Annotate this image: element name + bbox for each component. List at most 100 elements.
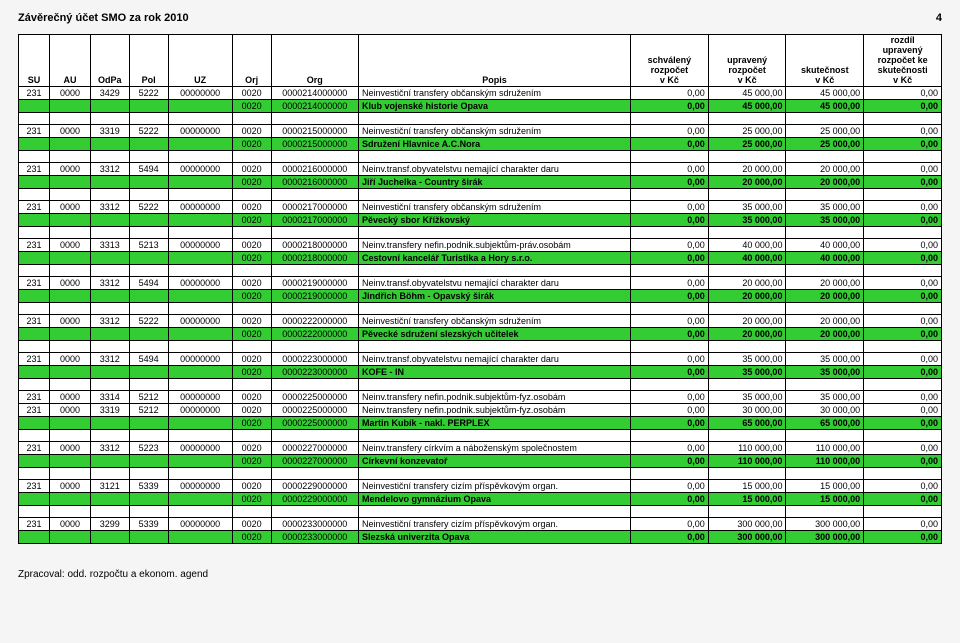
empty-cell [168,468,232,480]
v2: 15 000,00 [708,480,786,493]
spacer-row [19,265,942,277]
su: 231 [19,315,50,328]
v4: 0,00 [864,125,942,138]
empty-cell [631,506,709,518]
empty-cell [864,303,942,315]
empty-cell [50,468,91,480]
data-row: 2310000331952120000000000200000225000000… [19,404,942,417]
v2: 40 000,00 [708,239,786,252]
popis: Martin Kubík - nakl. PERPLEX [358,417,630,430]
uz: 00000000 [168,87,232,100]
odpa: 3319 [90,125,129,138]
org: 0000229000000 [271,480,358,493]
pol: 5222 [129,315,168,328]
empty-cell [631,265,709,277]
odpa [90,531,129,544]
uz [168,417,232,430]
orj: 0020 [232,455,271,468]
v3: 30 000,00 [786,404,864,417]
v1: 0,00 [631,176,709,189]
v1: 0,00 [631,290,709,303]
v3: 65 000,00 [786,417,864,430]
pol: 5223 [129,442,168,455]
v2: 110 000,00 [708,442,786,455]
col-pol: Pol [129,35,168,87]
org: 0000222000000 [271,328,358,341]
empty-cell [631,379,709,391]
popis: Slezská univerzita Opava [358,531,630,544]
odpa: 3314 [90,391,129,404]
empty-cell [168,189,232,201]
au: 0000 [50,353,91,366]
empty-cell [786,430,864,442]
v3: 110 000,00 [786,442,864,455]
v4: 0,00 [864,239,942,252]
v4: 0,00 [864,163,942,176]
au [50,531,91,544]
su: 231 [19,518,50,531]
empty-cell [129,113,168,125]
col-uz: UZ [168,35,232,87]
empty-cell [90,379,129,391]
v3: 40 000,00 [786,252,864,265]
spacer-row [19,468,942,480]
popis: Pěvecký sbor Křížkovský [358,214,630,227]
summary-row: 00200000223000000KOFE - IN0,0035 000,003… [19,366,942,379]
au [50,138,91,151]
odpa: 3312 [90,277,129,290]
su: 231 [19,442,50,455]
empty-cell [631,113,709,125]
v4: 0,00 [864,277,942,290]
empty-cell [90,341,129,353]
v3: 45 000,00 [786,87,864,100]
su: 231 [19,163,50,176]
v2: 35 000,00 [708,366,786,379]
popis: Neinv.transfery nefin.podnik.subjektům-f… [358,404,630,417]
v1: 0,00 [631,518,709,531]
v1: 0,00 [631,100,709,113]
uz [168,328,232,341]
su [19,290,50,303]
data-row: 2310000329953390000000000200000233000000… [19,518,942,531]
uz [168,138,232,151]
empty-cell [232,189,271,201]
col-org: Org [271,35,358,87]
empty-cell [864,379,942,391]
org: 0000223000000 [271,353,358,366]
org: 0000233000000 [271,518,358,531]
v1: 0,00 [631,391,709,404]
empty-cell [129,506,168,518]
orj: 0020 [232,315,271,328]
popis: Cestovní kancelář Turistika a Hory s.r.o… [358,252,630,265]
pol: 5494 [129,163,168,176]
summary-row: 00200000222000000Pěvecké sdružení slezsk… [19,328,942,341]
empty-cell [129,341,168,353]
empty-cell [708,379,786,391]
uz: 00000000 [168,125,232,138]
su [19,328,50,341]
odpa: 3121 [90,480,129,493]
orj: 0020 [232,125,271,138]
orj: 0020 [232,239,271,252]
v2: 25 000,00 [708,125,786,138]
v4: 0,00 [864,138,942,151]
au: 0000 [50,315,91,328]
au [50,455,91,468]
v3: 15 000,00 [786,493,864,506]
v1: 0,00 [631,125,709,138]
au [50,493,91,506]
summary-row: 00200000217000000Pěvecký sbor Křížkovský… [19,214,942,227]
header-row: SU AU OdPa Pol UZ Orj Org Popis schválen… [19,35,942,87]
odpa: 3312 [90,201,129,214]
popis: Klub vojenské historie Opava [358,100,630,113]
empty-cell [271,468,358,480]
col-su: SU [19,35,50,87]
spacer-row [19,151,942,163]
empty-cell [129,379,168,391]
popis: Mendelovo gymnázium Opava [358,493,630,506]
empty-cell [708,151,786,163]
summary-row: 00200000219000000Jindřich Böhm - Opavský… [19,290,942,303]
empty-cell [232,468,271,480]
uz [168,366,232,379]
v1: 0,00 [631,252,709,265]
